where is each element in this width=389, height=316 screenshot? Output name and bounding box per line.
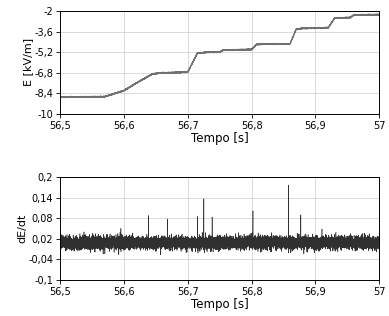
Y-axis label: dE/dt: dE/dt (17, 214, 27, 243)
Y-axis label: E [kV/m]: E [kV/m] (23, 38, 33, 86)
X-axis label: Tempo [s]: Tempo [s] (191, 298, 249, 311)
X-axis label: Tempo [s]: Tempo [s] (191, 132, 249, 145)
